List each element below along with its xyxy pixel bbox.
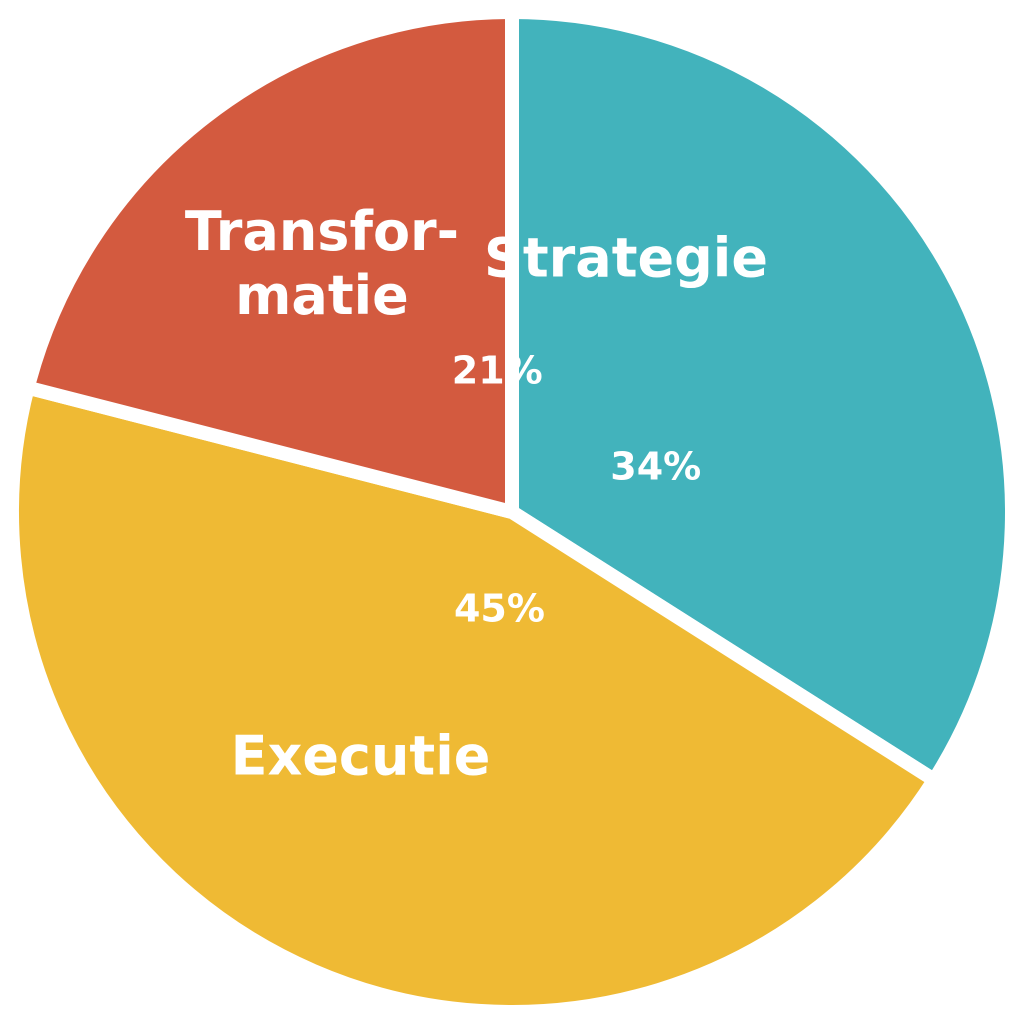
pie-slices <box>5 5 1019 1019</box>
pie-labels: Strategie 34% Executie 45% Transfor-matie 21% <box>185 200 768 787</box>
slice-label-strategie: Strategie <box>484 226 768 289</box>
pie-slice-executie <box>5 380 942 1019</box>
slice-label-line: matie <box>235 264 409 327</box>
slice-label-line: Transfor- <box>185 200 459 263</box>
slice-value-executie: 45% <box>454 587 545 631</box>
slice-label-line: Executie <box>231 724 491 787</box>
slice-label-line: Strategie <box>484 226 768 289</box>
slice-value-strategie: 34% <box>610 445 701 489</box>
slice-value-transformatie: 21% <box>452 348 543 392</box>
pie-slice-transformatie <box>20 5 519 519</box>
slice-label-executie: Executie <box>231 724 491 787</box>
slice-label-transformatie: Transfor-matie <box>185 200 459 327</box>
